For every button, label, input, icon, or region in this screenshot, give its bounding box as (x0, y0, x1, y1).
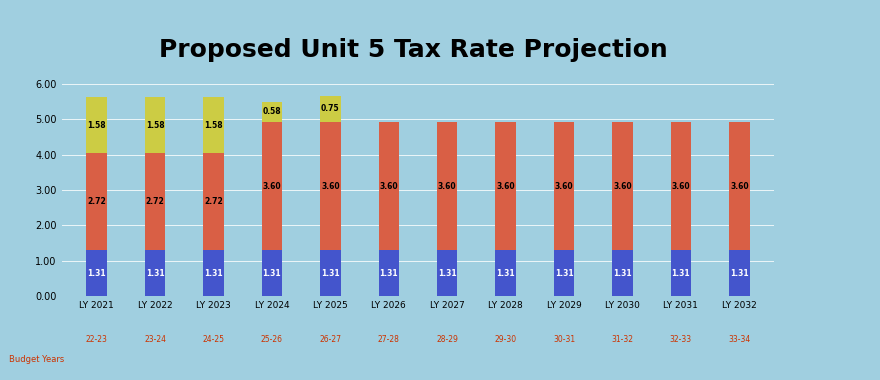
Text: 26-27: 26-27 (319, 335, 341, 344)
Bar (378, 250, 399, 296)
Text: 3.60: 3.60 (554, 182, 574, 191)
Bar (86, 250, 106, 296)
Text: Proposed Unit 5 Tax Rate Projection: Proposed Unit 5 Tax Rate Projection (159, 38, 668, 62)
Bar (203, 97, 224, 154)
Bar (261, 102, 282, 122)
Bar (612, 250, 633, 296)
Text: 1.58: 1.58 (204, 121, 223, 130)
Text: 1.31: 1.31 (262, 269, 282, 278)
Bar (612, 122, 633, 250)
Text: 1.58: 1.58 (87, 121, 106, 130)
Text: 30-31: 30-31 (553, 335, 576, 344)
Bar (203, 154, 224, 250)
Text: 3.60: 3.60 (730, 182, 749, 191)
Text: 1.31: 1.31 (613, 269, 632, 278)
Text: 3.60: 3.60 (321, 182, 340, 191)
Text: 2.72: 2.72 (204, 197, 223, 206)
Text: 1.31: 1.31 (671, 269, 690, 278)
Text: 24-25: 24-25 (202, 335, 224, 344)
Text: 1.31: 1.31 (379, 269, 398, 278)
Bar (671, 122, 691, 250)
Bar (730, 122, 750, 250)
Text: 3.60: 3.60 (379, 182, 398, 191)
Bar (261, 122, 282, 250)
Text: 3.60: 3.60 (438, 182, 457, 191)
Bar (320, 96, 341, 122)
Text: 3.60: 3.60 (613, 182, 632, 191)
Text: 22-23: 22-23 (85, 335, 107, 344)
Text: 3.60: 3.60 (262, 182, 282, 191)
Text: 1.31: 1.31 (204, 269, 223, 278)
Text: 31-32: 31-32 (612, 335, 634, 344)
Text: Budget Years: Budget Years (9, 355, 64, 364)
Text: 1.31: 1.31 (321, 269, 340, 278)
Text: 28-29: 28-29 (436, 335, 458, 344)
Text: 1.58: 1.58 (146, 121, 165, 130)
Bar (554, 250, 575, 296)
Text: 25-26: 25-26 (261, 335, 283, 344)
Text: 1.31: 1.31 (554, 269, 574, 278)
Bar (437, 250, 458, 296)
Bar (86, 97, 106, 154)
Bar (730, 250, 750, 296)
Bar (203, 250, 224, 296)
Bar (437, 122, 458, 250)
Text: 0.75: 0.75 (321, 105, 340, 114)
Text: 32-33: 32-33 (670, 335, 692, 344)
Bar (145, 97, 165, 154)
Text: 1.31: 1.31 (730, 269, 749, 278)
Bar (145, 154, 165, 250)
Bar (320, 122, 341, 250)
Text: 3.60: 3.60 (671, 182, 690, 191)
Bar (145, 250, 165, 296)
Text: 2.72: 2.72 (146, 197, 165, 206)
Text: 3.60: 3.60 (496, 182, 515, 191)
Bar (495, 250, 516, 296)
Bar (86, 154, 106, 250)
Text: 0.58: 0.58 (262, 108, 282, 117)
Text: 1.31: 1.31 (87, 269, 106, 278)
Text: 33-34: 33-34 (729, 335, 751, 344)
Text: 1.31: 1.31 (438, 269, 457, 278)
Text: 27-28: 27-28 (378, 335, 400, 344)
Text: 23-24: 23-24 (144, 335, 166, 344)
Text: 2.72: 2.72 (87, 197, 106, 206)
Bar (378, 122, 399, 250)
Bar (261, 250, 282, 296)
Bar (320, 250, 341, 296)
Text: 29-30: 29-30 (495, 335, 517, 344)
Bar (671, 250, 691, 296)
Text: 1.31: 1.31 (496, 269, 515, 278)
Bar (554, 122, 575, 250)
Text: 1.31: 1.31 (146, 269, 165, 278)
Bar (495, 122, 516, 250)
